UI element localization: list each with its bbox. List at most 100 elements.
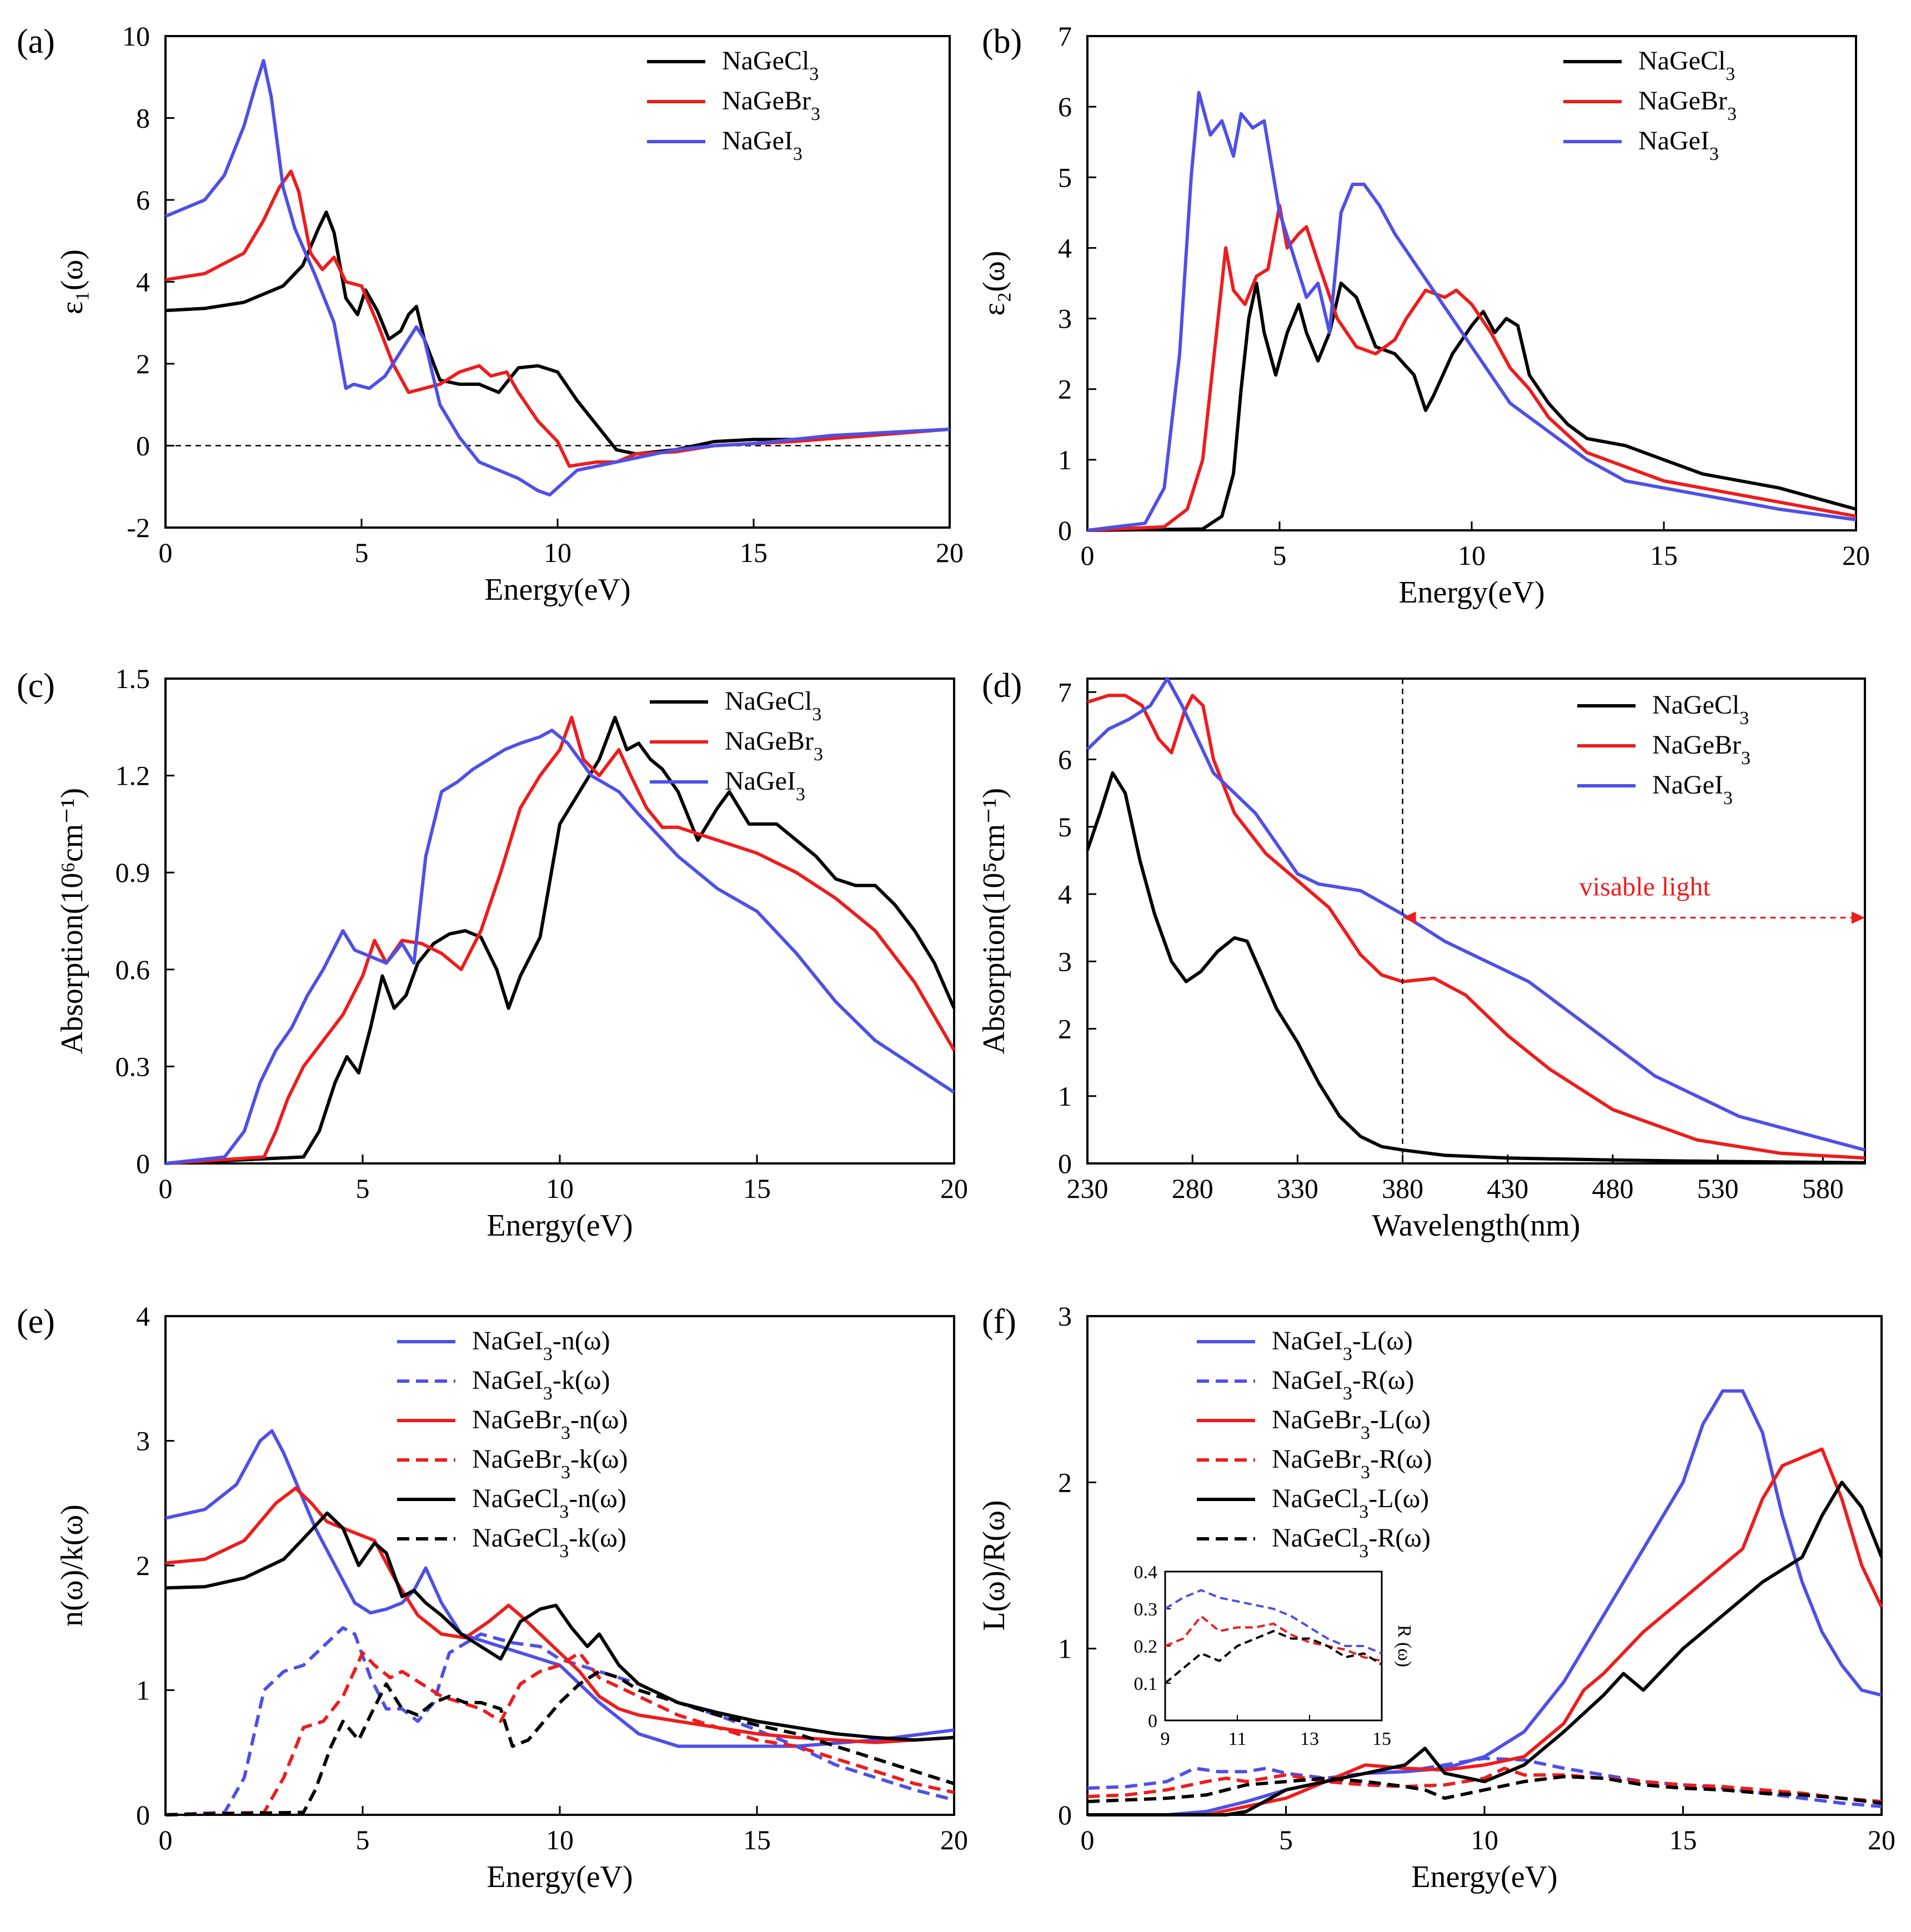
legend-label: NaGeI3: [1652, 770, 1733, 809]
inset-x-tick-label: 15: [1372, 1729, 1391, 1749]
x-tick-label: 530: [1697, 1173, 1739, 1204]
y-tick-label: 0.6: [116, 954, 151, 985]
x-tick-label: 5: [1279, 1824, 1293, 1855]
chart-panel-a: (a) 0 5 10 15 20 -2 0 2 4 6 8 10 Energy(eV) ε₁(ω) NaGeC…: [17, 21, 964, 607]
y-tick-label: 0: [136, 1799, 150, 1830]
y-tick-label: 4: [1058, 232, 1072, 263]
legend-label-part: NaGeI: [1652, 770, 1723, 800]
legend-label-subscript: 3: [1726, 64, 1735, 84]
legend-label-subscript: 3: [1727, 104, 1737, 124]
inset-y-tick-label: 0: [1148, 1711, 1157, 1732]
legend-label: NaGeBr3: [1638, 86, 1737, 124]
y-tick-label: 2: [1058, 374, 1072, 405]
inset-series-line: [1164, 1630, 1383, 1684]
legend-label: NaGeI3: [722, 126, 802, 164]
x-tick-label: 580: [1802, 1173, 1844, 1204]
y-tick-label: 4: [1058, 879, 1072, 910]
panel-label: (d): [982, 667, 1022, 705]
series-line-NaGeI3: [164, 59, 950, 496]
x-axis-label: Wavelength(nm): [1372, 1208, 1581, 1243]
y-axis-label: L(ω)/R(ω): [977, 1500, 1011, 1630]
legend-label-part: NaGeI: [1272, 1326, 1343, 1356]
legend-label: NaGeBr3: [722, 86, 820, 124]
series-line-NaGeCl3: [1086, 771, 1865, 1165]
x-tick-label: 10: [1471, 1824, 1498, 1855]
chart-panel-d: (d) 230 280 330 380 430 480 530 580 0 1 2 3 4 5 6 7 Wavel…: [977, 667, 1866, 1243]
inset-x-tick-label: 13: [1300, 1729, 1319, 1749]
x-tick-label: 5: [356, 1824, 370, 1855]
legend-label: NaGeBr3-n(ω): [472, 1405, 628, 1443]
x-tick-label: 20: [940, 1824, 968, 1855]
inset-chart: 9 11 13 15 0 0.1 0.2 0.3 0.4 R (ω): [1134, 1562, 1415, 1749]
legend-label-subscript: 3: [1343, 1383, 1352, 1404]
y-tick-label: 6: [1058, 91, 1072, 122]
y-tick-label: 1: [1058, 444, 1072, 475]
series-line-NaGeI3: [1086, 677, 1865, 1152]
legend-label-subscript: 3: [1359, 1541, 1368, 1562]
legend-label-part: NaGeBr: [472, 1405, 561, 1434]
x-tick-label: 0: [159, 537, 173, 568]
legend-label-part: -L(ω): [1368, 1484, 1429, 1513]
y-tick-label: 0: [1058, 515, 1072, 546]
legend-label-subscript: 3: [561, 1462, 570, 1483]
legend-label: NaGeBr3-k(ω): [472, 1444, 628, 1483]
legend-label: NaGeCl3-L(ω): [1272, 1484, 1429, 1522]
legend-label-subscript: 3: [1343, 1344, 1352, 1364]
y-tick-label: -2: [127, 512, 150, 543]
panel-label: (a): [17, 23, 55, 61]
y-tick-label: 1.5: [116, 663, 151, 694]
legend-label-part: NaGeI: [472, 1366, 543, 1395]
x-tick-label: 10: [546, 1173, 574, 1204]
legend-label: NaGeCl3-n(ω): [472, 1484, 626, 1522]
legend-label-part: NaGeCl: [472, 1523, 559, 1553]
y-tick-label: 1: [136, 1675, 150, 1706]
legend-label-subscript: 3: [543, 1383, 553, 1404]
legend-label-part: NaGeCl: [1652, 690, 1739, 720]
legend-label-subscript: 3: [543, 1344, 553, 1364]
x-axis-label: Energy(eV): [486, 1208, 633, 1243]
legend-label-subscript: 3: [561, 1423, 570, 1443]
series-line-NaGeCl3: [165, 210, 950, 456]
x-tick-label: 15: [1669, 1824, 1697, 1855]
x-tick-label: 5: [356, 1173, 370, 1204]
legend-label-part: NaGeBr: [472, 1444, 561, 1474]
legend-label-subscript: 3: [1709, 144, 1719, 164]
y-tick-label: 0: [136, 430, 150, 461]
plot-frame: [1086, 678, 1866, 1165]
y-tick-label: 5: [1058, 811, 1072, 842]
y-tick-label: 7: [1058, 21, 1072, 52]
inset-x-tick-label: 9: [1161, 1729, 1170, 1749]
x-tick-label: 20: [1842, 540, 1870, 571]
inset-y-tick-label: 0.2: [1134, 1637, 1158, 1657]
legend-label-subscript: 3: [1361, 1462, 1370, 1483]
y-tick-label: 3: [1058, 303, 1072, 334]
legend-label-part: -R(ω): [1370, 1444, 1432, 1474]
legend-label-part: NaGeBr: [1272, 1444, 1361, 1474]
legend-label-part: -L(ω): [1370, 1405, 1431, 1434]
legend-label: NaGeCl3-R(ω): [1272, 1523, 1431, 1562]
x-tick-label: 20: [940, 1173, 968, 1204]
x-tick-label: 20: [1868, 1824, 1895, 1855]
y-tick-label: 1: [1058, 1633, 1072, 1664]
x-axis-label: Energy(eV): [484, 573, 630, 607]
y-tick-label: 10: [122, 21, 150, 52]
series-line-NaGeBr3-n: [165, 1486, 955, 1744]
x-tick-label: 0: [159, 1173, 173, 1204]
legend-label: NaGeBr3-L(ω): [1272, 1405, 1431, 1443]
panel-label: (f): [982, 1303, 1016, 1341]
legend-label-subscript: 3: [1741, 748, 1751, 769]
legend-label-subscript: 3: [812, 704, 821, 725]
panel-label: (e): [17, 1303, 55, 1341]
y-tick-label: 0.3: [116, 1051, 151, 1082]
y-tick-label: 0.9: [116, 857, 151, 888]
series-line-NaGeI3: [165, 729, 955, 1165]
series-line-NaGeBr3: [1087, 694, 1865, 1160]
y-tick-label: 3: [1058, 1301, 1072, 1332]
series-line-NaGeCl3-R: [1087, 1775, 1882, 1805]
chart-panel-c: (c) 0 5 10 15 20 0 0.3 0.6 0.9 1.2 1.5 Energy(eV) Abs…: [17, 663, 968, 1243]
chart-panel-e: (e) 0 5 10 15 20 0 1 2 3 4 Energy(eV) n(ω)/k(ω) NaGeI…: [17, 1301, 968, 1894]
legend-label-part: -n(ω): [553, 1326, 610, 1356]
legend-label: NaGeBr3-R(ω): [1272, 1444, 1432, 1483]
x-tick-label: 15: [743, 1824, 771, 1855]
series-line-NaGeI3-R: [1087, 1757, 1882, 1808]
